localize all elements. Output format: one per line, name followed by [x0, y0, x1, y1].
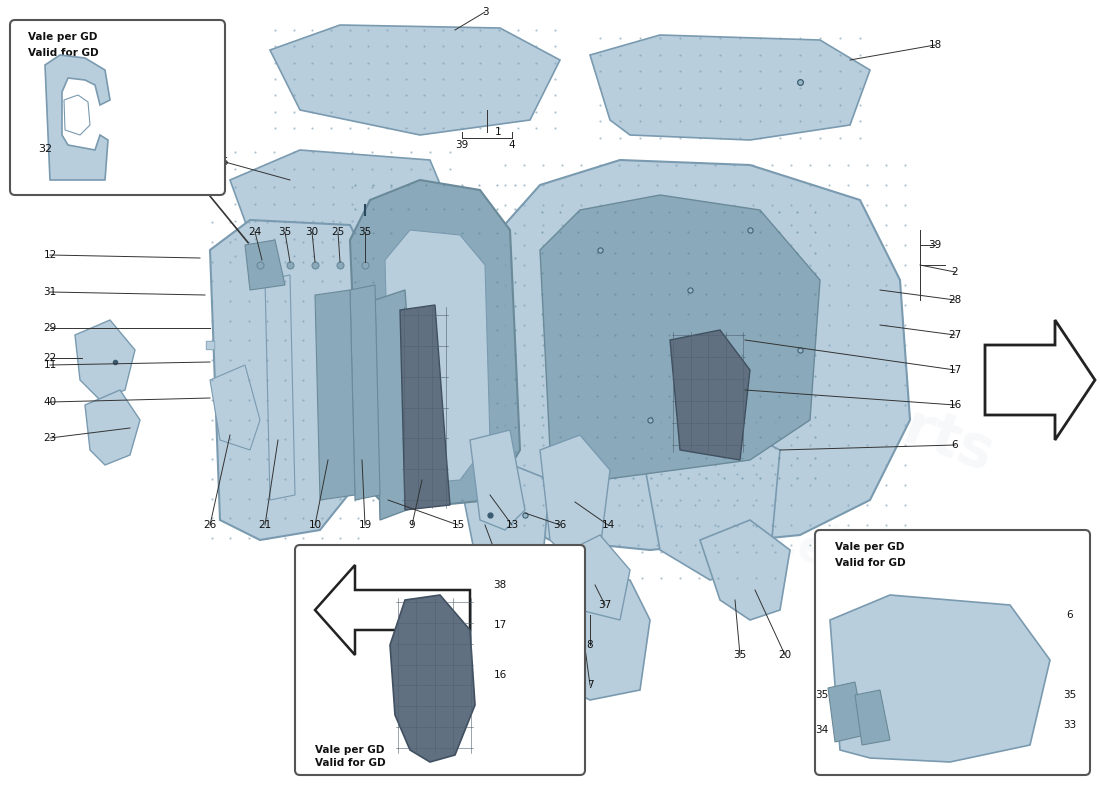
- Text: Valid for GD: Valid for GD: [835, 558, 905, 568]
- Polygon shape: [390, 595, 475, 762]
- Text: 39: 39: [928, 240, 942, 250]
- Text: 35: 35: [1064, 690, 1077, 700]
- Polygon shape: [230, 150, 455, 258]
- Text: 30: 30: [306, 227, 319, 237]
- Polygon shape: [315, 290, 355, 500]
- Polygon shape: [375, 290, 420, 520]
- Text: 7: 7: [586, 680, 593, 690]
- Text: Valid for GD: Valid for GD: [315, 758, 386, 768]
- Text: 16: 16: [494, 670, 507, 680]
- Text: 18: 18: [928, 40, 942, 50]
- Text: 36: 36: [553, 520, 566, 530]
- Text: 38: 38: [494, 580, 507, 590]
- Polygon shape: [470, 430, 525, 530]
- Text: 39: 39: [455, 140, 469, 150]
- Text: 20: 20: [779, 650, 792, 660]
- Text: 40: 40: [43, 397, 56, 407]
- Text: 16: 16: [948, 400, 961, 410]
- Text: Vale per GD: Vale per GD: [28, 32, 98, 42]
- Text: 31: 31: [43, 287, 56, 297]
- Text: 17: 17: [494, 620, 507, 630]
- Polygon shape: [640, 420, 780, 580]
- Text: 12: 12: [43, 250, 56, 260]
- Polygon shape: [670, 330, 750, 460]
- Text: 28: 28: [948, 295, 961, 305]
- Text: 35: 35: [815, 690, 828, 700]
- Polygon shape: [400, 305, 450, 510]
- Polygon shape: [45, 55, 110, 180]
- Text: 35: 35: [278, 227, 292, 237]
- Text: 27: 27: [948, 330, 961, 340]
- Text: 6: 6: [952, 440, 958, 450]
- Text: 1: 1: [495, 127, 502, 137]
- Text: 24: 24: [249, 227, 262, 237]
- Text: Vale per GD: Vale per GD: [835, 542, 904, 552]
- Text: ce1985: ce1985: [766, 517, 950, 619]
- Text: 11: 11: [43, 360, 56, 370]
- Text: 37: 37: [598, 600, 612, 610]
- Text: 22: 22: [43, 353, 56, 363]
- Polygon shape: [315, 565, 470, 655]
- Polygon shape: [540, 195, 820, 480]
- Text: 29: 29: [43, 323, 56, 333]
- Text: 26: 26: [204, 520, 217, 530]
- Polygon shape: [855, 690, 890, 745]
- Text: 10: 10: [308, 520, 321, 530]
- Text: Vale per GD: Vale per GD: [315, 745, 384, 755]
- Polygon shape: [350, 285, 380, 500]
- Text: 9: 9: [409, 520, 416, 530]
- Polygon shape: [265, 275, 295, 500]
- FancyBboxPatch shape: [295, 545, 585, 775]
- Text: 4: 4: [508, 140, 515, 150]
- Text: 31: 31: [494, 560, 507, 570]
- Polygon shape: [830, 595, 1050, 762]
- Text: 23: 23: [43, 433, 56, 443]
- Text: 35: 35: [734, 650, 747, 660]
- Polygon shape: [828, 682, 865, 742]
- Polygon shape: [270, 25, 560, 135]
- Text: 17: 17: [948, 365, 961, 375]
- Text: 15: 15: [451, 520, 464, 530]
- Polygon shape: [245, 240, 285, 290]
- Text: 6: 6: [1067, 610, 1074, 620]
- Polygon shape: [85, 390, 140, 465]
- Text: 35: 35: [359, 227, 372, 237]
- Text: eurocarparts: eurocarparts: [583, 285, 1001, 483]
- Polygon shape: [385, 230, 490, 485]
- Polygon shape: [570, 535, 630, 620]
- FancyBboxPatch shape: [815, 530, 1090, 775]
- Text: 2: 2: [952, 267, 958, 277]
- FancyBboxPatch shape: [10, 20, 225, 195]
- Polygon shape: [540, 435, 611, 560]
- Text: 32: 32: [39, 144, 52, 154]
- Text: 8: 8: [586, 640, 593, 650]
- Polygon shape: [590, 35, 870, 140]
- Text: 34: 34: [815, 725, 828, 735]
- Text: 5: 5: [222, 157, 229, 167]
- Text: a passion for...: a passion for...: [591, 417, 861, 543]
- Polygon shape: [210, 365, 260, 450]
- Polygon shape: [984, 320, 1094, 440]
- Polygon shape: [350, 180, 520, 510]
- Text: 25: 25: [331, 227, 344, 237]
- Text: 21: 21: [258, 520, 272, 530]
- Text: Valid for GD: Valid for GD: [28, 48, 99, 58]
- Text: 14: 14: [602, 520, 615, 530]
- Text: 13: 13: [505, 520, 518, 530]
- Polygon shape: [460, 460, 550, 600]
- Text: 19: 19: [359, 520, 372, 530]
- Polygon shape: [75, 320, 135, 400]
- Polygon shape: [500, 160, 910, 550]
- Polygon shape: [530, 570, 650, 700]
- Polygon shape: [210, 220, 360, 540]
- Text: 3: 3: [482, 7, 488, 17]
- Text: 33: 33: [1064, 720, 1077, 730]
- Polygon shape: [700, 520, 790, 620]
- Polygon shape: [64, 95, 90, 135]
